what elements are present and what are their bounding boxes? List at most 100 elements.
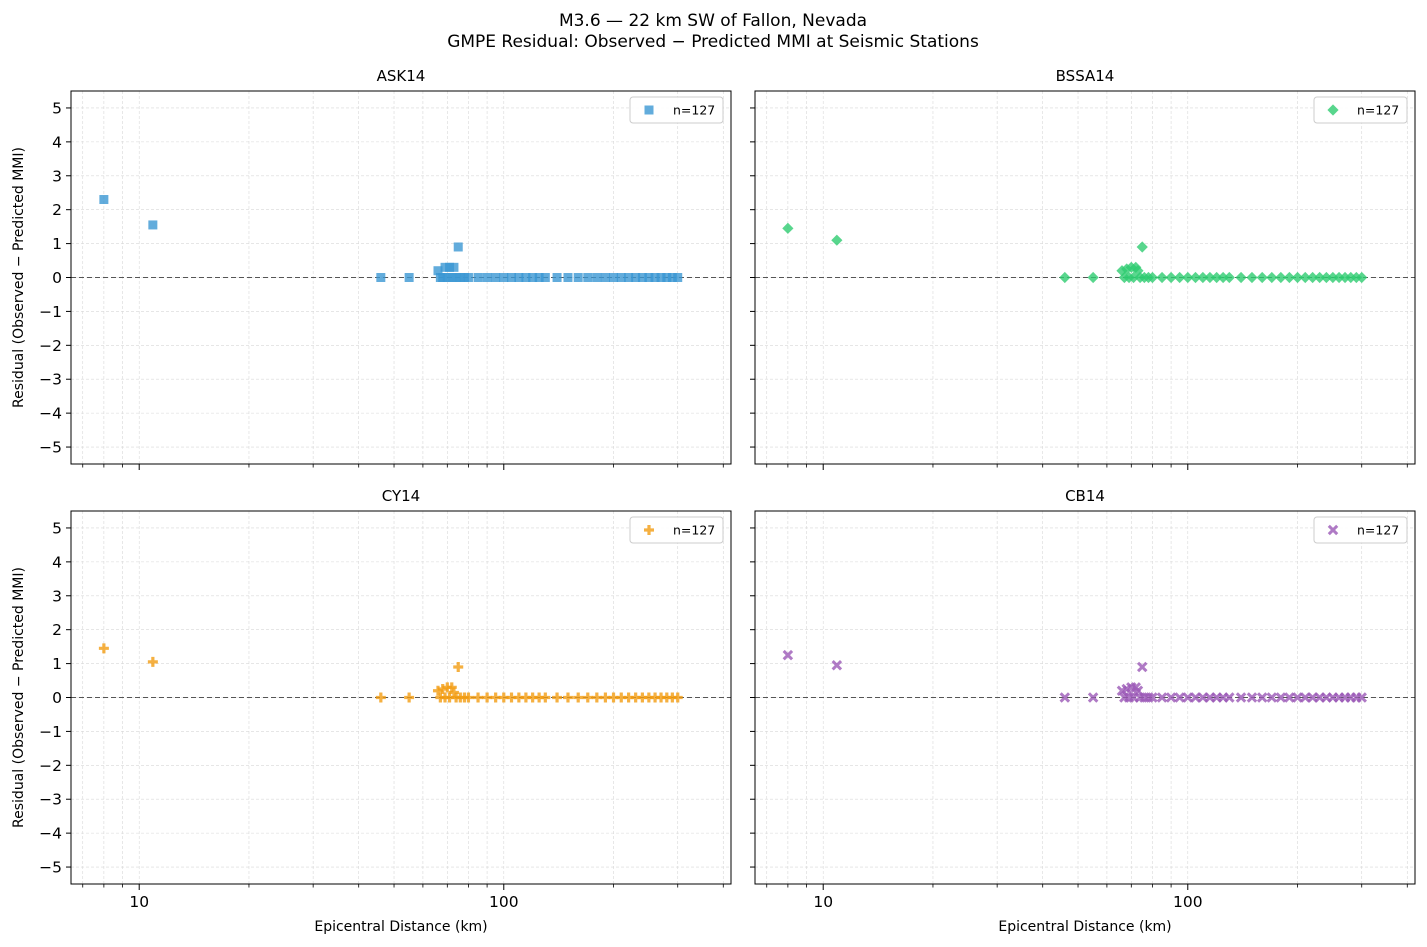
data-points [782, 649, 1367, 703]
data-point [1165, 271, 1177, 284]
data-point [437, 684, 448, 695]
data-point [527, 692, 538, 703]
data-point [528, 273, 538, 282]
data-point [1235, 692, 1247, 703]
data-point [662, 273, 672, 282]
data-point [637, 273, 647, 282]
data-point [404, 692, 415, 703]
legend: n=127 [1313, 96, 1408, 124]
data-point [1307, 271, 1319, 284]
legend-label: n=127 [673, 523, 715, 538]
data-point [1284, 692, 1295, 703]
data-point [1197, 271, 1209, 284]
y-tick-label: 5 [52, 519, 62, 537]
legend-box [629, 96, 724, 124]
data-point [473, 692, 484, 703]
data-point [1299, 271, 1311, 284]
data-point [1224, 692, 1235, 703]
data-point [831, 660, 843, 671]
data-point [534, 273, 544, 282]
data-point [562, 692, 573, 703]
y-tick-label: −5 [39, 439, 62, 457]
data-point [433, 266, 443, 276]
data-point [608, 692, 619, 703]
y-tick-label: −2 [39, 757, 62, 775]
data-point [1182, 692, 1194, 703]
data-point [444, 692, 455, 703]
y-axis-label: Residual (Observed − Predicted MMI) [11, 567, 27, 828]
data-point [573, 692, 584, 703]
y-tick-label: 2 [52, 621, 62, 639]
data-point [1217, 271, 1229, 284]
data-point [1320, 271, 1332, 284]
data-point [499, 273, 509, 282]
data-point [616, 273, 626, 282]
legend: n=127 [1313, 516, 1408, 544]
data-point [1356, 692, 1367, 703]
data-point [563, 273, 573, 282]
data-point [552, 692, 563, 703]
legend-label: n=127 [1357, 523, 1399, 538]
data-point [514, 273, 524, 282]
chart-panel-ask14: 5 4 3 2 1 0 −1 −2 −3 −4 −5 ASK14 Residual (Observed … [11, 67, 732, 470]
data-point [375, 692, 386, 703]
data-point [1174, 692, 1185, 703]
data-point [592, 273, 602, 282]
y-tick-label: −5 [39, 859, 62, 877]
legend-box [1313, 96, 1408, 124]
data-point [1223, 271, 1235, 284]
data-point [609, 273, 619, 282]
data-point [1211, 271, 1223, 284]
data-point [147, 656, 158, 667]
data-point [1165, 692, 1177, 703]
data-point [1266, 271, 1278, 284]
data-point [583, 273, 593, 282]
y-tick-label: 4 [52, 553, 62, 571]
legend: n=127 [629, 96, 724, 124]
data-point [1339, 271, 1351, 284]
y-tick-label: 2 [52, 201, 62, 219]
data-point [1292, 692, 1303, 703]
data-point [600, 692, 611, 703]
data-point [482, 273, 492, 282]
data-point [600, 273, 610, 282]
data-point [591, 692, 602, 703]
data-point [1059, 271, 1071, 284]
data-point [1333, 271, 1345, 284]
data-point [1174, 271, 1186, 284]
data-point [440, 262, 450, 272]
data-point [1147, 692, 1158, 703]
panel-title: BSSA14 [1056, 67, 1115, 85]
data-point [534, 692, 545, 703]
data-point [506, 692, 517, 703]
data-point [1256, 692, 1268, 703]
data-point [630, 692, 641, 703]
data-point [520, 692, 531, 703]
data-point [1087, 692, 1099, 703]
y-axis-label: Residual (Observed − Predicted MMI) [11, 147, 27, 408]
data-point [498, 692, 509, 703]
data-point [656, 273, 666, 282]
data-point [540, 692, 551, 703]
data-point [1246, 692, 1258, 703]
data-point [1275, 692, 1287, 703]
data-point [656, 692, 667, 703]
data-point [1132, 265, 1144, 277]
data-point [1314, 271, 1326, 284]
panel-title: ASK14 [377, 67, 426, 85]
data-point [376, 273, 386, 282]
data-point [667, 692, 678, 703]
data-point [673, 273, 683, 282]
data-point [482, 692, 493, 703]
data-point [1146, 271, 1159, 284]
data-point [1189, 271, 1202, 284]
legend-box [629, 516, 724, 544]
data-point [552, 273, 562, 282]
x-tick-label: 100 [489, 893, 519, 911]
data-point [644, 273, 654, 282]
y-tick-label: −3 [39, 791, 62, 809]
data-point [667, 273, 677, 282]
data-point [1235, 271, 1247, 284]
data-point [1182, 271, 1194, 284]
